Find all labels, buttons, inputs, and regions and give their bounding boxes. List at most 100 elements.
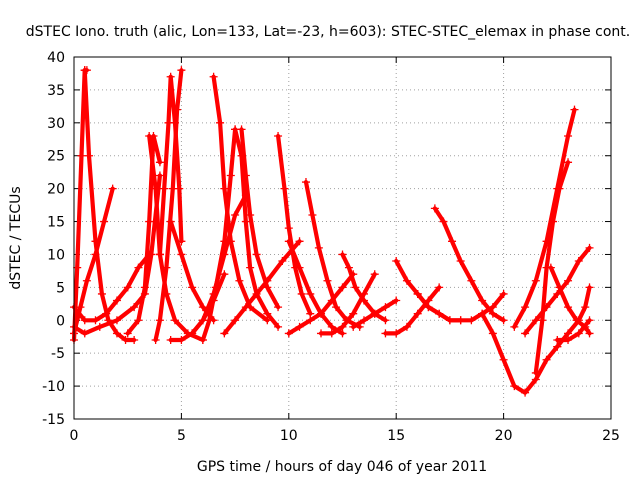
y-tick-label: 20: [47, 182, 65, 198]
data-point: [413, 289, 422, 298]
data-point: [370, 309, 379, 318]
series-line: [432, 206, 506, 323]
data-point: [231, 316, 240, 325]
data-point: [263, 309, 272, 318]
data-point: [574, 329, 583, 338]
data-point: [542, 355, 551, 364]
data-point: [100, 217, 109, 226]
data-point: [241, 303, 250, 312]
data-point: [140, 283, 149, 292]
data-point: [274, 322, 283, 331]
x-tick-label: 5: [177, 428, 186, 444]
data-point: [564, 158, 573, 167]
y-axis-label: dSTEC / TECUs: [8, 186, 24, 289]
data-point: [467, 316, 476, 325]
data-point: [531, 276, 540, 285]
series-2: [80, 66, 139, 345]
series-line: [153, 68, 184, 343]
data-point: [209, 289, 218, 298]
data-point: [284, 237, 293, 246]
data-point: [220, 250, 229, 259]
data-point: [280, 184, 289, 193]
data-point: [297, 289, 306, 298]
data-point: [168, 184, 177, 193]
data-point: [308, 210, 317, 219]
data-point: [112, 329, 121, 338]
plot-frame: [73, 56, 612, 420]
data-point: [252, 250, 261, 259]
data-point: [456, 257, 465, 266]
series-line: [222, 239, 302, 336]
data-point: [134, 263, 143, 272]
data-point: [151, 336, 160, 345]
data-point: [177, 66, 186, 75]
data-point: [521, 388, 530, 397]
data-point: [553, 342, 562, 351]
data-point: [162, 263, 171, 272]
series-line: [286, 239, 345, 336]
data-point: [585, 329, 594, 338]
y-tick-label: -5: [51, 346, 65, 362]
data-point: [220, 184, 229, 193]
data-point: [338, 250, 347, 259]
data-point: [170, 316, 179, 325]
data-point: [338, 322, 347, 331]
y-tick-label: 5: [56, 280, 65, 296]
data-point: [134, 316, 143, 325]
data-point: [231, 210, 240, 219]
data-point: [246, 210, 255, 219]
tick-layer: [73, 56, 612, 420]
data-point: [220, 329, 229, 338]
y-tick-label: 10: [47, 247, 65, 263]
data-point: [564, 329, 573, 338]
data-point: [123, 329, 132, 338]
data-point: [166, 336, 175, 345]
data-point: [402, 322, 411, 331]
data-point: [82, 276, 91, 285]
data-point: [188, 283, 197, 292]
data-point: [166, 217, 175, 226]
data-point: [478, 296, 487, 305]
series-8: [155, 72, 186, 259]
data-point: [448, 237, 457, 246]
data-point: [499, 289, 508, 298]
data-point: [95, 322, 104, 331]
data-point: [91, 250, 100, 259]
data-point: [327, 296, 336, 305]
data-point: [549, 217, 558, 226]
data-point: [392, 296, 401, 305]
data-point: [112, 296, 121, 305]
data-point: [246, 263, 255, 272]
y-tick-label: 0: [56, 313, 65, 329]
data-point: [91, 316, 100, 325]
data-point: [564, 276, 573, 285]
data-point: [467, 276, 476, 285]
series-32: [521, 243, 594, 338]
data-point: [338, 283, 347, 292]
series-23: [317, 270, 379, 338]
data-point: [121, 336, 130, 345]
x-tick-label: 0: [70, 428, 79, 444]
label-layer: 0 5 10 15 20 25 -15 -10 -5 0 5 10 15 20 25 30 35 40: [42, 50, 620, 444]
series-line: [190, 193, 248, 336]
data-point: [456, 316, 465, 325]
data-point: [542, 303, 551, 312]
data-point: [430, 204, 439, 213]
x-axis-label: GPS time / hours of day 046 of year 2011: [197, 459, 487, 475]
series-layer: [70, 66, 594, 397]
series-9: [151, 66, 186, 345]
x-tick-label: 20: [495, 428, 513, 444]
series-16: [188, 191, 250, 338]
data-point: [97, 289, 106, 298]
data-point: [237, 125, 246, 134]
data-point: [359, 289, 368, 298]
data-point: [209, 72, 218, 81]
series-35: [553, 283, 594, 351]
y-tick-label: 15: [47, 215, 65, 231]
data-point: [424, 303, 433, 312]
data-point: [145, 217, 154, 226]
data-point: [284, 329, 293, 338]
series-28: [413, 289, 508, 325]
data-point: [564, 303, 573, 312]
data-point: [435, 283, 444, 292]
